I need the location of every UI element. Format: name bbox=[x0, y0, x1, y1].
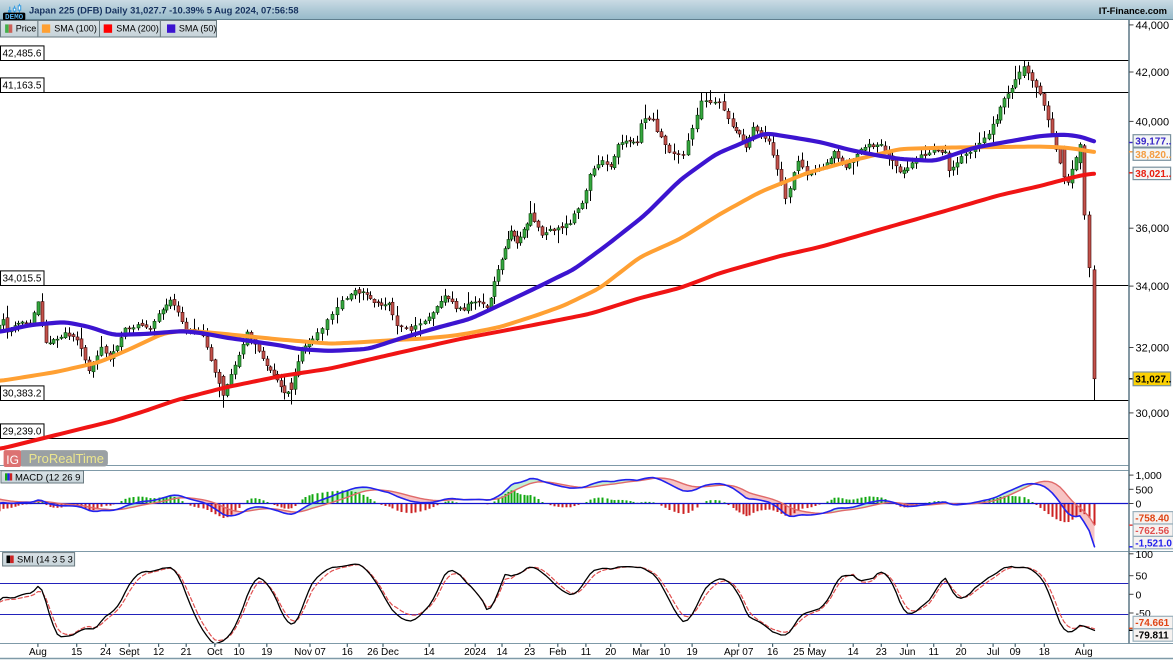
svg-text:39,177..: 39,177.. bbox=[1135, 137, 1171, 148]
svg-text:1,000: 1,000 bbox=[1136, 470, 1162, 482]
svg-text:24: 24 bbox=[100, 647, 112, 658]
svg-text:-758.40: -758.40 bbox=[1135, 514, 1169, 525]
svg-text:500: 500 bbox=[1136, 484, 1154, 496]
svg-text:38,820..: 38,820.. bbox=[1135, 150, 1171, 161]
svg-text:Apr 07: Apr 07 bbox=[724, 647, 754, 658]
svg-text:MACD (12 26 9: MACD (12 26 9 bbox=[15, 472, 80, 483]
svg-text:Jun: Jun bbox=[899, 647, 915, 658]
svg-text:15: 15 bbox=[71, 647, 83, 658]
svg-text:29,239.0: 29,239.0 bbox=[3, 427, 42, 438]
svg-text:SMI (14 3 5 3: SMI (14 3 5 3 bbox=[17, 555, 73, 565]
svg-text:23: 23 bbox=[524, 647, 536, 658]
svg-text:50: 50 bbox=[1136, 571, 1148, 583]
svg-text:26 Dec: 26 Dec bbox=[367, 647, 399, 658]
svg-text:-74.661: -74.661 bbox=[1135, 618, 1169, 629]
svg-text:20: 20 bbox=[605, 647, 617, 658]
svg-text:-762.56: -762.56 bbox=[1135, 526, 1169, 537]
svg-text:18: 18 bbox=[1039, 647, 1051, 658]
svg-text:31,027..: 31,027.. bbox=[1135, 375, 1171, 386]
svg-text:Sept: Sept bbox=[119, 647, 140, 658]
svg-text:30,000: 30,000 bbox=[1136, 408, 1170, 420]
svg-text:10: 10 bbox=[234, 647, 246, 658]
svg-text:Mar: Mar bbox=[632, 647, 650, 658]
svg-text:21: 21 bbox=[181, 647, 193, 658]
svg-text:34,015.5: 34,015.5 bbox=[3, 274, 42, 285]
svg-text:Aug: Aug bbox=[1075, 647, 1093, 658]
svg-text:12: 12 bbox=[153, 647, 165, 658]
svg-text:100: 100 bbox=[1136, 549, 1154, 561]
svg-text:44,000: 44,000 bbox=[1136, 20, 1170, 32]
svg-text:20: 20 bbox=[955, 647, 967, 658]
svg-text:SMA (200): SMA (200) bbox=[116, 24, 159, 34]
svg-text:14: 14 bbox=[848, 647, 860, 658]
svg-text:19: 19 bbox=[687, 647, 699, 658]
svg-text:ProRealTime: ProRealTime bbox=[29, 451, 104, 466]
svg-text:16: 16 bbox=[767, 647, 779, 658]
svg-text:Feb: Feb bbox=[549, 647, 567, 658]
svg-text:34,000: 34,000 bbox=[1136, 281, 1170, 293]
svg-text:19: 19 bbox=[261, 647, 273, 658]
svg-text:Nov 07: Nov 07 bbox=[294, 647, 326, 658]
svg-text:30,383.2: 30,383.2 bbox=[3, 389, 42, 400]
svg-text:16: 16 bbox=[342, 647, 354, 658]
svg-text:11: 11 bbox=[929, 647, 940, 658]
svg-text:09: 09 bbox=[1010, 647, 1022, 658]
svg-text:SMA (50): SMA (50) bbox=[179, 24, 217, 34]
svg-text:14: 14 bbox=[424, 647, 436, 658]
svg-text:10: 10 bbox=[659, 647, 671, 658]
svg-text:32,000: 32,000 bbox=[1136, 343, 1170, 355]
svg-text:0: 0 bbox=[1136, 589, 1142, 601]
svg-text:14: 14 bbox=[496, 647, 508, 658]
svg-text:42,000: 42,000 bbox=[1136, 67, 1170, 79]
svg-text:Aug: Aug bbox=[29, 647, 47, 658]
svg-text:11: 11 bbox=[581, 647, 592, 658]
svg-text:38,021..: 38,021.. bbox=[1135, 169, 1171, 180]
svg-text:23: 23 bbox=[876, 647, 888, 658]
svg-text:IT-Finance.com: IT-Finance.com bbox=[1099, 5, 1167, 16]
svg-text:Jul: Jul bbox=[987, 647, 1000, 658]
svg-text:Oct: Oct bbox=[207, 647, 223, 658]
svg-text:-1,521.0: -1,521.0 bbox=[1135, 538, 1172, 549]
svg-text:-79.811: -79.811 bbox=[1135, 631, 1169, 642]
svg-text:42,485.6: 42,485.6 bbox=[3, 49, 42, 60]
svg-text:IG: IG bbox=[6, 453, 19, 467]
svg-text:Japan 225 (DFB) Daily 31,027.7: Japan 225 (DFB) Daily 31,027.7 -10.39% 5… bbox=[29, 5, 299, 16]
svg-text:40,000: 40,000 bbox=[1136, 116, 1170, 128]
svg-text:0: 0 bbox=[1136, 499, 1142, 511]
svg-text:41,163.5: 41,163.5 bbox=[3, 81, 42, 92]
svg-text:SMA (100): SMA (100) bbox=[54, 24, 97, 34]
svg-text:2024: 2024 bbox=[464, 647, 487, 658]
svg-text:25 May: 25 May bbox=[793, 647, 826, 658]
svg-text:36,000: 36,000 bbox=[1136, 223, 1170, 235]
svg-text:DEMO: DEMO bbox=[5, 14, 24, 22]
svg-text:Price: Price bbox=[16, 24, 37, 34]
